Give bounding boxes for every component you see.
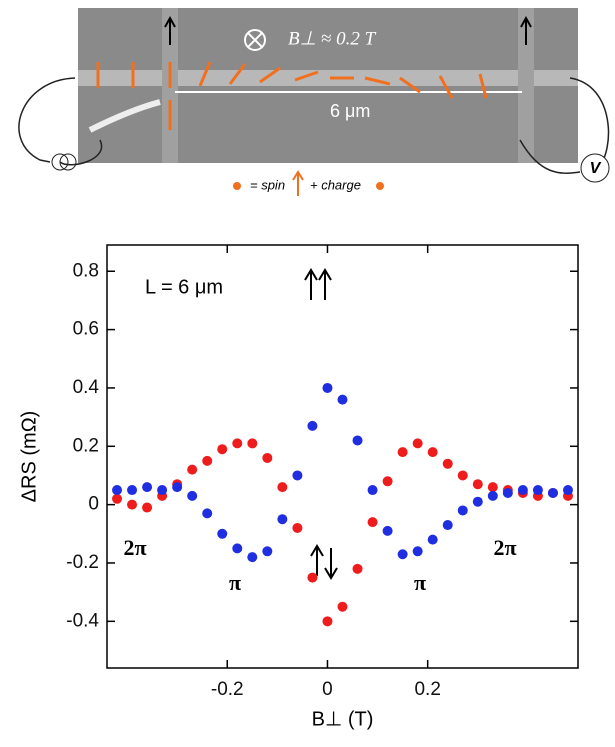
arrow <box>520 15 532 45</box>
data-point <box>412 438 423 449</box>
y-tick-label: -0.2 <box>66 552 99 573</box>
data-point <box>367 517 378 528</box>
data-point <box>157 485 168 496</box>
data-point <box>322 382 333 393</box>
y-tick-label: -0.4 <box>66 610 99 631</box>
y-tick-label: 0 <box>88 494 99 515</box>
data-point <box>112 493 123 504</box>
data-point <box>412 546 423 557</box>
data-point <box>427 534 438 545</box>
data-point <box>142 502 153 513</box>
data-point <box>277 482 288 493</box>
data-point <box>532 485 543 496</box>
data-point <box>277 514 288 525</box>
data-point <box>202 455 213 466</box>
data-point <box>187 490 198 501</box>
data-point <box>487 490 498 501</box>
y-tick-label: 0.2 <box>73 435 99 456</box>
annotation: 2π <box>123 535 146 560</box>
data-point <box>322 616 333 627</box>
data-point <box>292 522 303 533</box>
spin-arrows <box>96 61 488 130</box>
source <box>51 153 69 171</box>
data-point <box>382 476 393 487</box>
data-point <box>337 601 348 612</box>
annotation: π <box>229 570 241 595</box>
schematic: V B⊥ ≈ 0.2 T 6 μm = spin + charge <box>18 8 610 196</box>
annotation: 2π <box>493 535 516 560</box>
data-point <box>457 505 468 516</box>
data-point <box>397 549 408 560</box>
y-tick-label: 0.8 <box>73 260 99 281</box>
data-point <box>307 420 318 431</box>
x-axis-label: B⊥ (T) <box>312 708 374 730</box>
data-point <box>202 508 213 519</box>
data-point <box>457 470 468 481</box>
spin-label: = spin <box>250 177 285 192</box>
data-point <box>367 485 378 496</box>
data-point <box>352 435 363 446</box>
nanowire <box>78 70 578 86</box>
data-point <box>517 485 528 496</box>
data-point <box>472 496 483 507</box>
charge-label: + charge <box>310 177 361 192</box>
data-point <box>217 444 228 455</box>
data-point <box>127 499 138 510</box>
y-tick-label: 0.6 <box>73 319 99 340</box>
data-point <box>502 487 513 498</box>
data-point <box>337 394 348 405</box>
contact <box>88 99 161 133</box>
wire <box>18 77 103 166</box>
annotation: L = 6 μm <box>145 276 223 298</box>
data-point <box>232 543 243 554</box>
data-point <box>442 520 453 531</box>
y-axis-label: ΔRS (mΩ) <box>18 411 40 503</box>
data-point <box>217 528 228 539</box>
data-point <box>187 464 198 475</box>
data-point <box>127 485 138 496</box>
antiparallel-arrows <box>310 544 338 580</box>
data-point <box>427 447 438 458</box>
charge-icon <box>376 182 384 190</box>
plot-frame <box>106 244 579 669</box>
data-point <box>232 438 243 449</box>
data-point <box>562 485 573 496</box>
x-tick-label: -0.2 <box>211 679 244 700</box>
data-point <box>142 482 153 493</box>
field-label: B⊥ ≈ 0.2 T <box>288 28 377 49</box>
data-point <box>112 485 123 496</box>
spin-icon <box>233 182 241 190</box>
data-point <box>487 482 498 493</box>
data-point <box>292 470 303 481</box>
arrow <box>164 15 176 45</box>
x-tick-label: 0.2 <box>414 679 440 700</box>
data-point <box>472 479 483 490</box>
source <box>59 153 77 171</box>
annotation: π <box>414 570 426 595</box>
data-point <box>547 487 558 498</box>
data-point <box>307 572 318 583</box>
data-point <box>262 546 273 557</box>
voltmeter <box>580 153 610 183</box>
data-point <box>262 452 273 463</box>
data-point <box>247 438 258 449</box>
data-point <box>382 525 393 536</box>
data-point <box>172 482 183 493</box>
x-tick-label: 0 <box>322 679 333 700</box>
voltmeter-label: V <box>590 160 602 177</box>
spin-icon <box>292 170 304 196</box>
data-point <box>397 447 408 458</box>
parallel-arrows <box>304 268 332 300</box>
field-symbol <box>247 32 263 48</box>
data-point <box>352 563 363 574</box>
y-tick-label: 0.4 <box>73 377 100 398</box>
length-label: 6 μm <box>330 101 370 121</box>
data-point <box>247 552 258 563</box>
electrode <box>518 8 534 163</box>
field-symbol <box>244 29 266 51</box>
data-point <box>442 458 453 469</box>
